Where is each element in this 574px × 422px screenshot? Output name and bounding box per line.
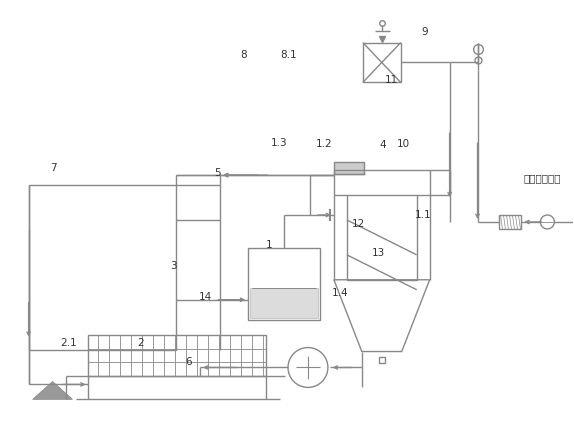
Text: 1.2: 1.2 <box>316 139 332 149</box>
Text: 1.1: 1.1 <box>415 210 432 220</box>
Bar <box>29 185 176 349</box>
Text: 1.3: 1.3 <box>272 138 288 148</box>
Bar <box>250 288 318 318</box>
Text: 8.1: 8.1 <box>280 49 296 60</box>
Bar <box>248 248 320 319</box>
Text: 1: 1 <box>265 241 272 251</box>
Polygon shape <box>33 381 72 399</box>
Bar <box>347 195 417 280</box>
Text: 5: 5 <box>214 168 220 178</box>
Bar <box>363 43 401 82</box>
Text: 6: 6 <box>185 357 192 367</box>
Text: 8: 8 <box>241 49 247 60</box>
Text: 3: 3 <box>170 261 177 271</box>
Text: 1.4: 1.4 <box>332 288 348 298</box>
Text: 镛法脱硫废水: 镛法脱硫废水 <box>523 173 561 184</box>
Bar <box>334 162 364 174</box>
Text: 10: 10 <box>397 139 410 149</box>
Bar <box>499 215 521 229</box>
Text: 9: 9 <box>421 27 428 37</box>
Bar <box>88 335 266 376</box>
Text: 12: 12 <box>352 219 365 229</box>
Text: 13: 13 <box>372 248 385 258</box>
Text: 4: 4 <box>380 140 386 149</box>
Text: 2: 2 <box>138 338 144 349</box>
Text: 7: 7 <box>50 163 57 173</box>
Text: 2.1: 2.1 <box>60 338 76 349</box>
Text: 11: 11 <box>385 75 398 85</box>
Text: 14: 14 <box>199 292 212 302</box>
